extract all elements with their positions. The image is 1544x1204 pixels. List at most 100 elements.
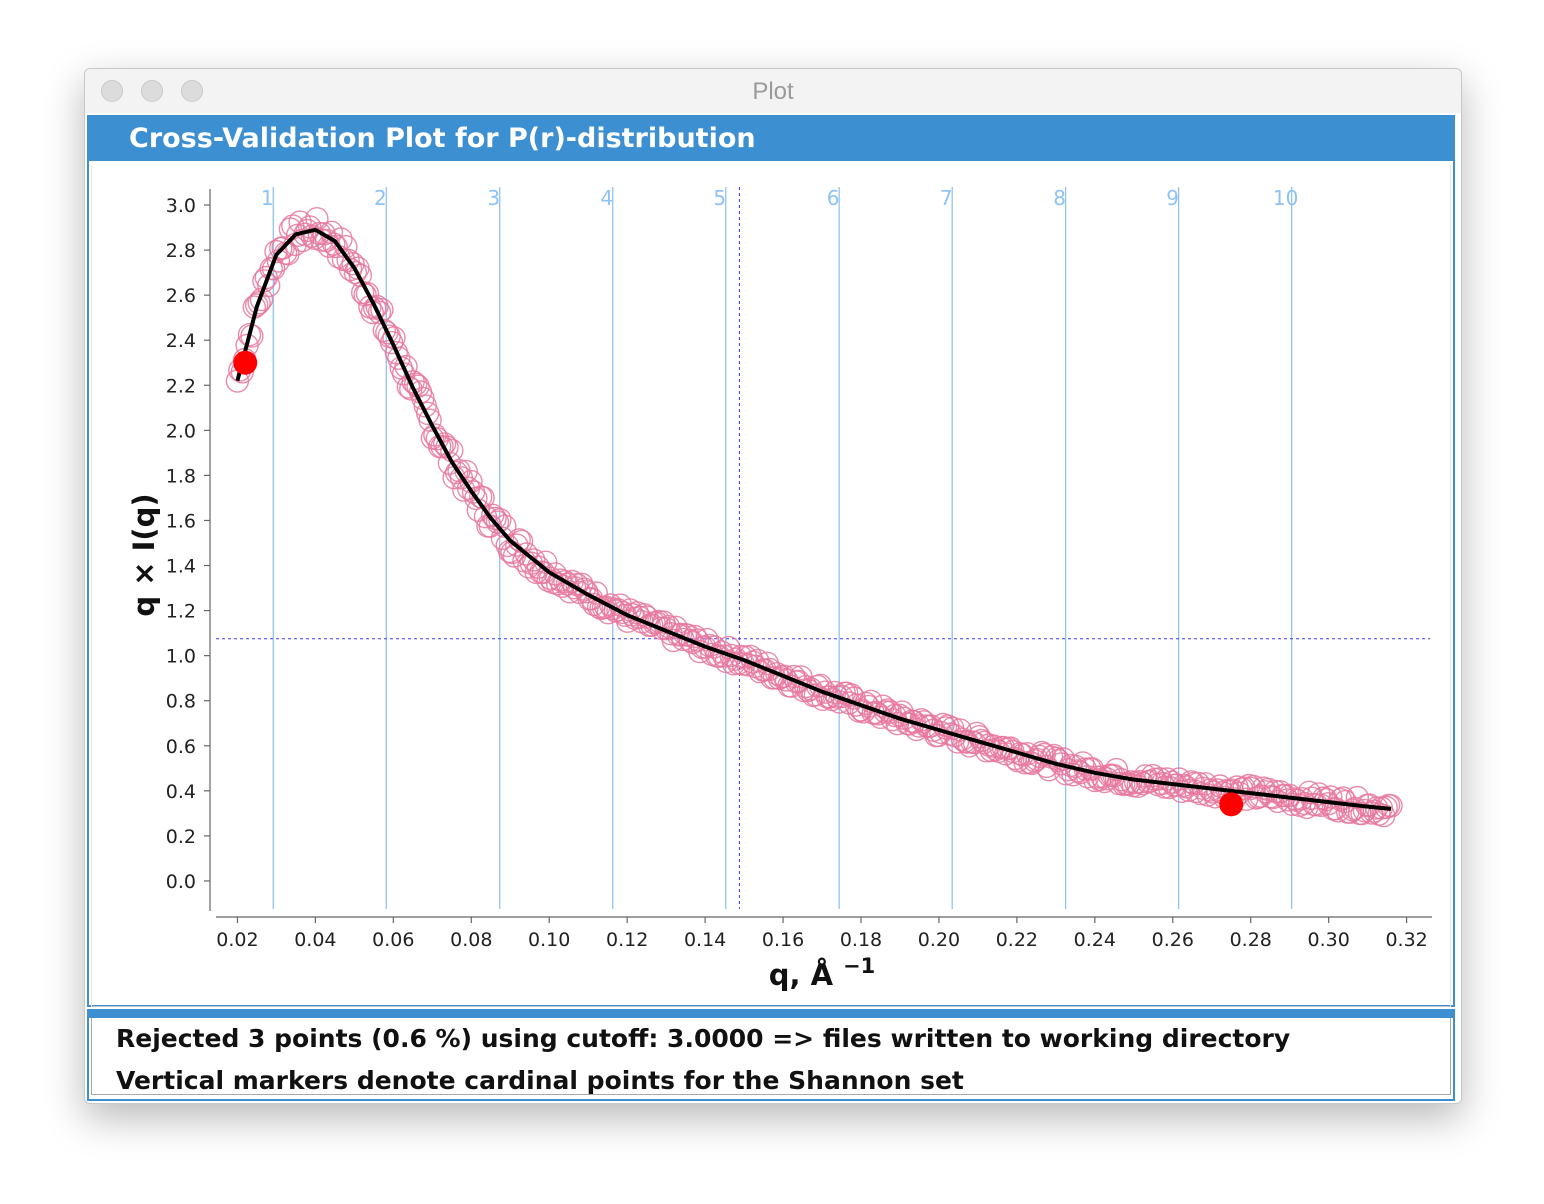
plot-window: Plot Cross-Validation Plot for P(r)-dist… — [84, 68, 1462, 1104]
y-tick-label: 2.6 — [166, 285, 196, 307]
cross-validation-chart[interactable]: 1 2 3 4 5 6 7 8 9 10 0.0 0.2 0.4 0.6 0.8 1.0 1.2 1.4 1.6 1… — [92, 165, 1450, 1005]
x-tick-label: 0.32 — [1385, 929, 1427, 951]
y-tick-label: 0.6 — [166, 736, 196, 758]
data-point — [435, 435, 459, 459]
data-point — [1379, 794, 1403, 818]
data-point — [490, 526, 515, 550]
window-titlebar: Plot — [85, 69, 1461, 114]
cardinal-marker-label: 5 — [713, 186, 726, 210]
x-tick-label: 0.30 — [1308, 929, 1350, 951]
data-point — [384, 340, 409, 365]
data-point — [779, 674, 804, 698]
x-tick-label: 0.06 — [372, 929, 414, 951]
data-point — [437, 451, 462, 475]
x-tick-label: 0.12 — [606, 929, 648, 951]
data-points — [225, 207, 1403, 828]
cardinal-marker-label: 10 — [1273, 186, 1298, 210]
y-tick-label: 0.2 — [166, 826, 196, 848]
window-content: Cross-Validation Plot for P(r)-distribut… — [85, 113, 1461, 1103]
axes: 0.0 0.2 0.4 0.6 0.8 1.0 1.2 1.4 1.6 1.8 2.0 2.2 2.4 2… — [166, 189, 1432, 951]
cardinal-markers: 1 2 3 4 5 6 7 8 9 10 — [261, 186, 1298, 909]
rejected-point — [1219, 792, 1244, 817]
close-window-button[interactable] — [101, 80, 123, 102]
status-panel: Rejected 3 points (0.6 %) using cutoff: … — [87, 1009, 1455, 1101]
x-tick-label: 0.08 — [450, 929, 492, 951]
data-point — [982, 734, 1006, 758]
data-point — [654, 617, 678, 641]
cardinal-marker-label: 9 — [1166, 186, 1179, 210]
data-point — [1148, 767, 1172, 791]
plot-header: Cross-Validation Plot for P(r)-distribut… — [89, 117, 1453, 161]
cardinal-marker-label: 6 — [827, 186, 840, 210]
y-tick-label: 1.4 — [166, 556, 196, 578]
cardinal-marker-label: 1 — [261, 186, 274, 210]
data-point — [543, 562, 567, 586]
status-line-markers: Vertical markers denote cardinal points … — [116, 1066, 964, 1095]
y-tick-label: 0.4 — [166, 781, 196, 803]
y-tick-label: 2.4 — [166, 330, 196, 352]
y-tick-label: 1.0 — [166, 646, 196, 668]
data-point — [1201, 780, 1225, 804]
x-tick-label: 0.04 — [294, 929, 336, 951]
data-point — [531, 560, 555, 585]
y-tick-label: 0.0 — [166, 871, 196, 893]
cardinal-marker-label: 8 — [1053, 186, 1066, 210]
x-tick-label: 0.02 — [216, 929, 258, 951]
data-point — [485, 510, 510, 534]
cardinal-marker-label: 3 — [487, 186, 500, 210]
y-tick-label: 2.0 — [166, 420, 196, 442]
data-point — [505, 533, 529, 557]
x-tick-label: 0.16 — [762, 929, 804, 951]
axis-labels: q, Å −1 q × I(q) — [127, 493, 875, 992]
zoom-window-button[interactable] — [181, 80, 203, 102]
rejected-points — [233, 350, 1244, 817]
y-tick-label: 2.2 — [166, 375, 196, 397]
cardinal-marker-label: 4 — [600, 186, 613, 210]
data-point — [379, 330, 404, 355]
data-point — [1319, 785, 1343, 809]
data-point — [363, 296, 387, 320]
data-point — [244, 293, 269, 317]
data-point — [387, 346, 411, 370]
x-tick-label: 0.28 — [1230, 929, 1272, 951]
rejected-point — [233, 350, 258, 375]
cardinal-marker-label: 2 — [374, 186, 387, 210]
y-tick-label: 0.8 — [166, 691, 196, 713]
fit-curve — [235, 227, 1392, 811]
plot-panel: Cross-Validation Plot for P(r)-distribut… — [87, 115, 1455, 1007]
data-point — [794, 674, 818, 699]
data-point — [355, 281, 380, 306]
data-point — [394, 354, 418, 379]
x-tick-label: 0.10 — [528, 929, 570, 951]
data-point — [444, 460, 469, 485]
y-tick-label: 1.2 — [166, 601, 196, 623]
x-tick-label: 0.18 — [840, 929, 882, 951]
data-point — [336, 248, 360, 273]
chart-area[interactable]: 1 2 3 4 5 6 7 8 9 10 0.0 0.2 0.4 0.6 0.8 1.0 1.2 1.4 1.6 1… — [91, 165, 1451, 1007]
x-tick-label: 0.20 — [918, 929, 960, 951]
x-tick-label: 0.26 — [1152, 929, 1194, 951]
minimize-window-button[interactable] — [141, 80, 163, 102]
data-point — [432, 432, 457, 456]
data-point — [237, 322, 262, 347]
data-point — [367, 300, 392, 325]
x-axis-label-main: q, Å — [769, 958, 834, 992]
window-title: Plot — [752, 78, 794, 105]
x-axis-label-superscript: −1 — [843, 954, 875, 978]
data-point — [324, 234, 348, 259]
data-point — [972, 730, 996, 755]
data-point — [1307, 782, 1331, 806]
data-point — [1345, 785, 1370, 810]
data-point — [423, 423, 447, 447]
data-point — [348, 263, 372, 288]
x-axis-label: q, Å −1 — [769, 954, 876, 992]
data-point — [1104, 757, 1129, 782]
fit-curve-group — [235, 227, 1392, 811]
data-point — [249, 287, 274, 312]
y-tick-label: 3.0 — [166, 195, 196, 217]
data-point — [341, 251, 365, 276]
status-box: Rejected 3 points (0.6 %) using cutoff: … — [91, 1018, 1451, 1095]
y-tick-label: 1.6 — [166, 510, 196, 532]
crosshair — [216, 187, 1430, 909]
y-tick-label: 1.8 — [166, 465, 196, 487]
